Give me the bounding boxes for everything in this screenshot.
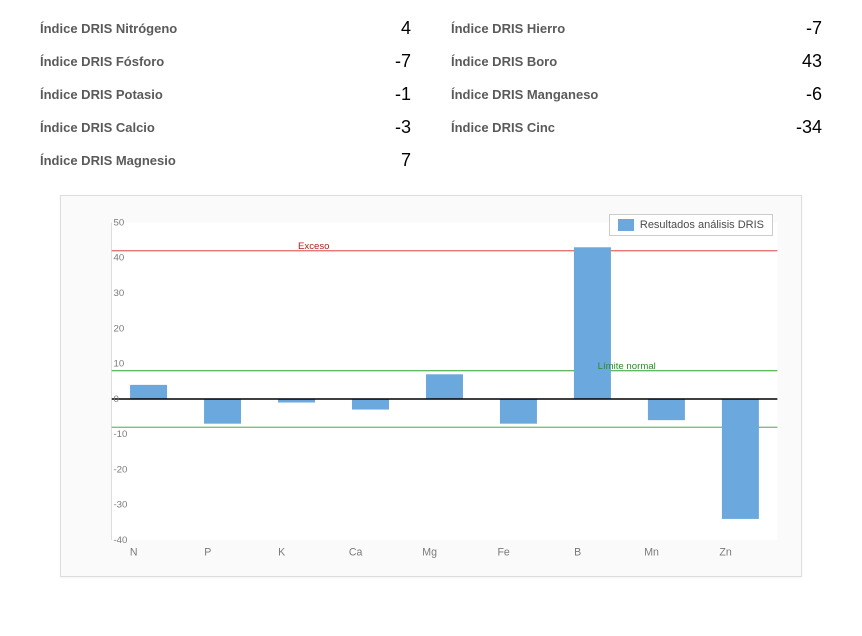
x-tick-label: N — [130, 546, 138, 558]
index-row: Índice DRIS Fósforo -7 — [40, 45, 411, 78]
y-tick-label: -20 — [113, 464, 127, 475]
index-value: -3 — [361, 117, 411, 138]
index-label: Índice DRIS Hierro — [451, 21, 565, 36]
index-label: Índice DRIS Calcio — [40, 120, 155, 135]
indices-left-column: Índice DRIS Nitrógeno 4 Índice DRIS Fósfor… — [40, 12, 411, 177]
index-label: Índice DRIS Magnesio — [40, 153, 176, 168]
y-tick-label: 10 — [113, 359, 124, 370]
x-tick-label: P — [204, 546, 211, 558]
y-tick-label: 40 — [113, 253, 124, 264]
bar — [648, 399, 685, 420]
x-tick-label: B — [574, 546, 581, 558]
index-value: 43 — [772, 51, 822, 72]
index-row: Índice DRIS Magnesio 7 — [40, 144, 411, 177]
indices-right-column: Índice DRIS Hierro-7Índice DRIS Boro43Ín… — [451, 12, 822, 177]
index-row: Índice DRIS Hierro -7 — [451, 12, 822, 45]
bar — [426, 374, 463, 399]
index-value: -6 — [772, 84, 822, 105]
legend-label: Resultados análisis DRIS — [640, 219, 764, 231]
index-label: Índice DRIS Potasio — [40, 87, 163, 102]
reference-line-label: Límite normal — [598, 361, 656, 372]
y-tick-label: 0 — [113, 394, 118, 405]
legend-swatch — [618, 219, 634, 231]
bar — [130, 385, 167, 399]
index-row: Índice DRIS Nitrógeno 4 — [40, 12, 411, 45]
index-row: Índice DRIS Manganeso -6 — [451, 78, 822, 111]
bar — [204, 399, 241, 424]
x-tick-label: Ca — [349, 546, 363, 558]
x-tick-label: Mn — [644, 546, 659, 558]
y-tick-label: -30 — [113, 500, 127, 511]
bar — [574, 247, 611, 399]
y-tick-label: 50 — [113, 217, 124, 228]
index-value: -7 — [772, 18, 822, 39]
bar — [352, 399, 389, 410]
indices-grid: Índice DRIS Nitrógeno 4 Índice DRIS Fósfor… — [40, 12, 822, 177]
index-row: Índice DRIS Cinc -34 — [451, 111, 822, 144]
index-label: Índice DRIS Nitrógeno — [40, 21, 177, 36]
dris-chart-container: Resultados análisis DRIS Exceso Límite no… — [60, 195, 802, 577]
index-row: Índice DRIS Boro 43 — [451, 45, 822, 78]
index-value: -34 — [772, 117, 822, 138]
index-label: Índice DRIS Boro — [451, 54, 557, 69]
y-tick-label: 20 — [113, 323, 124, 334]
index-value: -7 — [361, 51, 411, 72]
index-value: 4 — [361, 18, 411, 39]
reference-line-label: Exceso — [298, 241, 330, 252]
chart-legend: Resultados análisis DRIS — [609, 214, 773, 236]
bar — [722, 399, 759, 519]
y-tick-label: -10 — [113, 429, 127, 440]
x-tick-label: Fe — [497, 546, 509, 558]
index-value: 7 — [361, 150, 411, 171]
index-label: Índice DRIS Manganeso — [451, 87, 598, 102]
x-tick-label: Zn — [719, 546, 731, 558]
y-tick-label: -40 — [113, 535, 127, 546]
index-value: -1 — [361, 84, 411, 105]
x-tick-label: Mg — [422, 546, 437, 558]
bar — [500, 399, 537, 424]
index-label: Índice DRIS Cinc — [451, 120, 555, 135]
index-row: Índice DRIS Calcio -3 — [40, 111, 411, 144]
index-label: Índice DRIS Fósforo — [40, 54, 164, 69]
x-tick-label: K — [278, 546, 285, 558]
index-row: Índice DRIS Potasio -1 — [40, 78, 411, 111]
y-tick-label: 30 — [113, 288, 124, 299]
dris-bar-chart: Exceso Límite normal -40 -30 -20 -10 0 10 20 30 40… — [75, 210, 787, 570]
